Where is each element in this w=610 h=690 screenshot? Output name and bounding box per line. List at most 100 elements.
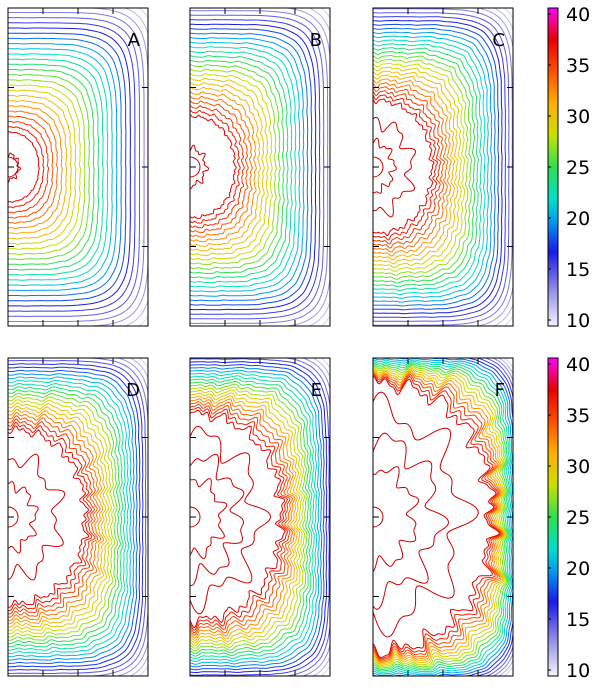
contour-line	[373, 74, 456, 261]
contour-line	[373, 90, 442, 245]
contour-line	[373, 98, 435, 237]
contour-line	[8, 369, 138, 664]
contour-line	[373, 363, 509, 671]
boundary-line	[8, 481, 39, 554]
contour-line	[8, 120, 49, 214]
contour-line	[8, 373, 135, 661]
contour-line	[190, 96, 253, 238]
colorbar-tick-label: 30	[566, 106, 590, 128]
panel-background	[373, 358, 513, 676]
contour-panel-b	[190, 8, 330, 326]
contour-line	[373, 375, 500, 659]
contour-line	[190, 369, 320, 665]
boundary-line	[190, 425, 272, 615]
boundary-line	[190, 144, 210, 190]
contour-line	[373, 364, 508, 669]
center-arc	[373, 506, 384, 528]
contour-line	[190, 55, 289, 279]
center-arc	[190, 506, 201, 528]
contour-line	[8, 27, 131, 307]
contour-line	[190, 82, 265, 252]
contour-line	[373, 35, 489, 299]
colorbar-tick-label: 20	[566, 208, 590, 230]
contour-line	[373, 369, 505, 665]
contour-line	[8, 105, 63, 230]
contour-line	[190, 46, 297, 288]
contour-line	[190, 86, 261, 247]
panel-label: E	[311, 380, 322, 401]
panel-frame: A	[7, 7, 149, 327]
contour-line	[190, 114, 237, 219]
inner-boundary-lines	[8, 152, 22, 183]
panels-group: A B C D E F	[7, 7, 514, 677]
contour-line	[8, 418, 96, 615]
inner-boundary-lines	[190, 425, 272, 615]
contour-line	[190, 77, 269, 256]
contour-line	[373, 55, 472, 280]
boundary-line	[8, 152, 22, 183]
contour-line	[8, 84, 82, 250]
contour-line	[373, 78, 452, 257]
inner-boundary-lines	[190, 144, 210, 190]
colorbar: 10 15 20 25 30 35 40	[547, 354, 590, 682]
contour-line	[190, 50, 293, 284]
contour-line	[190, 91, 257, 243]
contour-line	[8, 399, 113, 635]
contour-line	[190, 73, 273, 261]
colorbar-tick-label: 10	[566, 660, 590, 682]
colorbar: 10 15 20 25 30 35 40	[547, 4, 590, 332]
contour-line	[190, 398, 296, 639]
contour-line	[373, 367, 506, 667]
boundary-line	[373, 432, 450, 610]
contour-line	[373, 47, 479, 288]
contour-line	[190, 105, 245, 229]
colorbar-tick-label: 25	[566, 507, 590, 529]
contour-line	[373, 20, 503, 315]
contour-line	[8, 110, 59, 225]
contour-line	[8, 43, 118, 292]
colorbar-tick-label: 10	[566, 310, 590, 332]
contour-line	[190, 59, 285, 275]
contour-line	[373, 51, 476, 284]
contour-line	[8, 126, 45, 209]
contour-line	[8, 396, 116, 638]
boundary-line	[373, 466, 420, 572]
contour-line	[190, 389, 303, 647]
contour-line	[373, 27, 496, 307]
contour-line	[373, 39, 486, 296]
panel-frame: D	[7, 357, 149, 677]
panel-background	[8, 8, 148, 326]
contour-line	[190, 14, 325, 320]
contour-line	[190, 366, 323, 668]
contour-line	[8, 131, 40, 203]
contour-panel-e	[190, 358, 330, 676]
boundary-line	[373, 116, 417, 218]
contour-panel-f	[373, 358, 513, 676]
colorbar-tick-label: 35	[566, 405, 590, 427]
contour-line	[8, 392, 119, 641]
contour-line	[190, 409, 286, 629]
boundary-line	[373, 391, 479, 638]
panel-frame: F	[372, 357, 514, 677]
colorbar-tick-label: 40	[566, 354, 590, 376]
contour-line	[373, 62, 466, 273]
contour-line	[8, 48, 113, 287]
contour-line	[373, 16, 506, 318]
contour-line	[8, 402, 110, 631]
colorbar-tick-label: 25	[566, 157, 590, 179]
contour-line	[373, 372, 503, 663]
contour-line	[8, 379, 130, 654]
contour-line	[373, 66, 462, 269]
inner-boundary-lines	[373, 116, 417, 218]
contour-line	[373, 373, 502, 661]
contour-line	[8, 58, 104, 276]
colorbar-tick-label: 35	[566, 55, 590, 77]
contour-line	[8, 376, 133, 658]
contour-line	[8, 382, 127, 651]
colorbars-group: 10 15 20 25 30 35 40 10 15 20 25 30 35 40	[547, 4, 590, 682]
contour-line	[8, 89, 77, 245]
contour-line	[373, 86, 445, 249]
colorbar-tick-label: 15	[566, 609, 590, 631]
contour-line	[8, 68, 95, 266]
contour-line	[373, 23, 500, 311]
